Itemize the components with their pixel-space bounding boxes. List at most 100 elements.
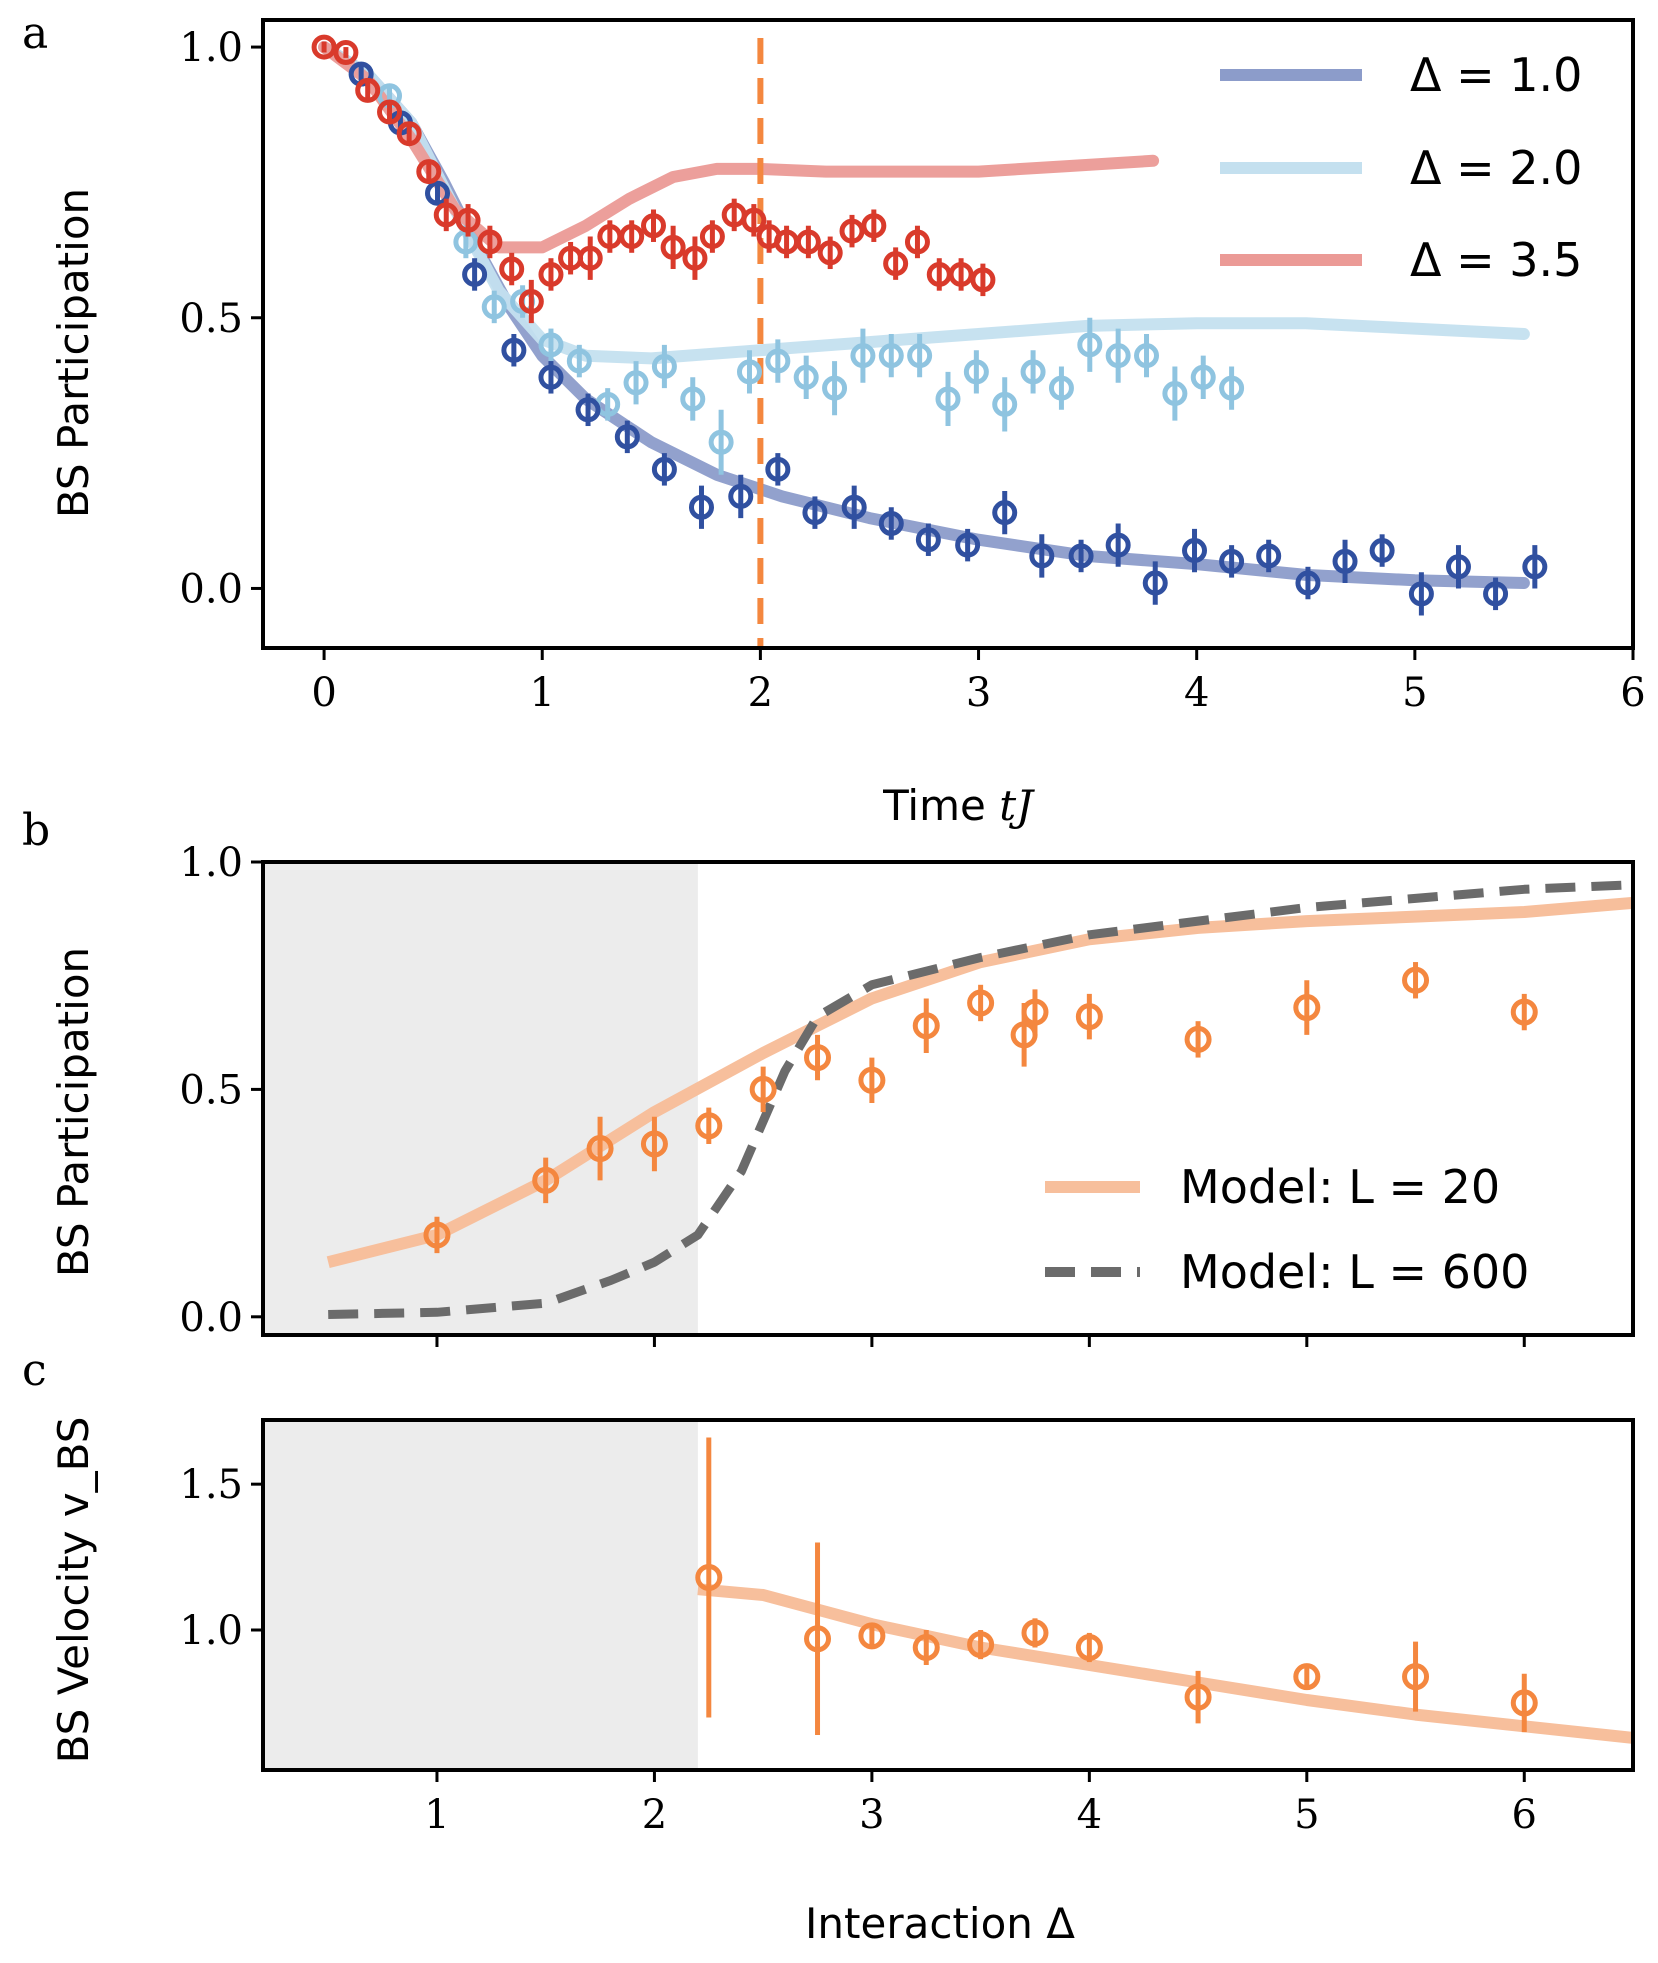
panel-a-plot-area [311,34,1548,648]
series-1-point [992,500,1018,526]
legend-label-2: Model: L = 600 [1180,1245,1529,1299]
panel-c-xlabel: Interaction Δ [805,1899,1075,1948]
panel-b-data-point [1075,1003,1103,1031]
series-2-point [1048,375,1074,401]
series-3-point [499,256,525,282]
series-2-point [623,370,649,396]
series-2-point [992,391,1018,417]
series-3-point [795,229,821,255]
panel-c-frame [261,1418,1635,1772]
panel-b-data-point [912,1012,940,1040]
panel-b-frame [261,860,1635,1337]
legend-label-3: Δ = 3.5 [1410,233,1582,287]
series-1-point [765,456,791,482]
series-1-point [1408,581,1434,607]
series-3-point [619,224,645,250]
series-1-point [1219,548,1245,574]
series-3-point [904,229,930,255]
series-1-point [1256,543,1282,569]
panel-b-data-point [1402,966,1430,994]
series-3-point [433,202,459,228]
series-1-point [1295,570,1321,596]
series-3-point [817,240,843,266]
series-1-point [1445,554,1471,580]
panel-b-data-point [586,1135,614,1163]
panel-b-data-point [423,1221,451,1249]
series-1-point [688,494,714,520]
panel-a-xtick-label: 4 [1184,670,1209,716]
panel-a-xtick-label: 5 [1402,670,1427,716]
series-3-point [640,213,666,239]
panel-b-legend: Model: L = 20 Model: L = 600 [1045,1160,1529,1299]
panel-b-data-point [1021,998,1049,1026]
panel-a-xtick-label: 1 [530,670,555,716]
panel-a-frame [261,18,1635,650]
series-3-point [311,34,337,60]
series-1-point [501,337,527,363]
series-2-point [651,353,677,379]
series-3-model-line [318,41,1160,254]
panel-label-c: c [22,1345,47,1396]
panel-c-data-point [1402,1663,1430,1691]
series-3-point [839,218,865,244]
legend-label-1: Model: L = 20 [1180,1160,1500,1214]
panel-a-xtick-label: 0 [311,670,336,716]
shaded-region [263,1420,698,1770]
panel-c-xtick-label: 2 [642,1792,667,1838]
series-2-point [963,359,989,385]
panel-b-data-point [695,1112,723,1140]
series-3-point [477,229,503,255]
panel-c-xtick-label: 4 [1077,1792,1102,1838]
series-2-point [708,429,734,455]
panel-c-data-point [804,1625,832,1653]
panel-c-data-point [1021,1619,1049,1647]
panel-c-xtick-label: 1 [424,1792,449,1838]
series-3-point [948,261,974,287]
series-2-point [822,375,848,401]
panel-c-xtick-label: 6 [1512,1792,1537,1838]
panel-b-data-point [749,1075,777,1103]
series-2-point [907,343,933,369]
panel-c-data-point [967,1631,995,1659]
panel-b-plot: 0.0 0.5 1.0 Model: L = 20 Model: L = 600 [179,840,1635,1347]
series-1-point [575,397,601,423]
model-line-2 [328,880,1633,1319]
shaded-region [263,862,698,1335]
panel-b-data-point [532,1166,560,1194]
panel-b-data-point [1510,998,1538,1026]
series-2-point [1219,375,1245,401]
panel-c-plot: 1.0 1.5 1 2 3 4 5 6 [179,1418,1635,1838]
panel-a-legend: Δ = 1.0 Δ = 2.0 Δ = 3.5 [1220,48,1582,287]
panel-b-data-point [1184,1025,1212,1053]
panel-a-xtick-label: 6 [1620,670,1645,716]
series-2-point [765,348,791,374]
series-1-point [728,483,754,509]
series-1-point [1105,532,1131,558]
series-2-point [680,386,706,412]
series-3-point [741,207,767,233]
panel-c-data-point [1510,1689,1538,1717]
series-2-point [481,294,507,320]
series-3-point [577,245,603,271]
panel-c-plot-area [263,1420,1633,1770]
series-2-point [566,348,592,374]
series-3-point [355,77,381,103]
series-1-point [538,364,564,390]
series-3-point [538,261,564,287]
series-1-point [1029,543,1055,569]
series-1-point [1182,538,1208,564]
panel-c-data-point [695,1564,723,1591]
series-2-point [736,359,762,385]
panel-c-data-point [1184,1683,1212,1711]
series-1-point [841,494,867,520]
model-line-1 [326,896,1633,1269]
panel-b-data-point [967,989,995,1017]
series-1-point [802,500,828,526]
series-1-point [915,527,941,553]
series-3-point [455,207,481,233]
panel-a-xtick-label: 2 [748,670,773,716]
series-3-point [518,289,544,315]
series-1-point [1522,554,1548,580]
panel-a-ylabel: BS Participation [49,188,98,518]
panel-c-ytick-label: 1.0 [179,1608,243,1654]
